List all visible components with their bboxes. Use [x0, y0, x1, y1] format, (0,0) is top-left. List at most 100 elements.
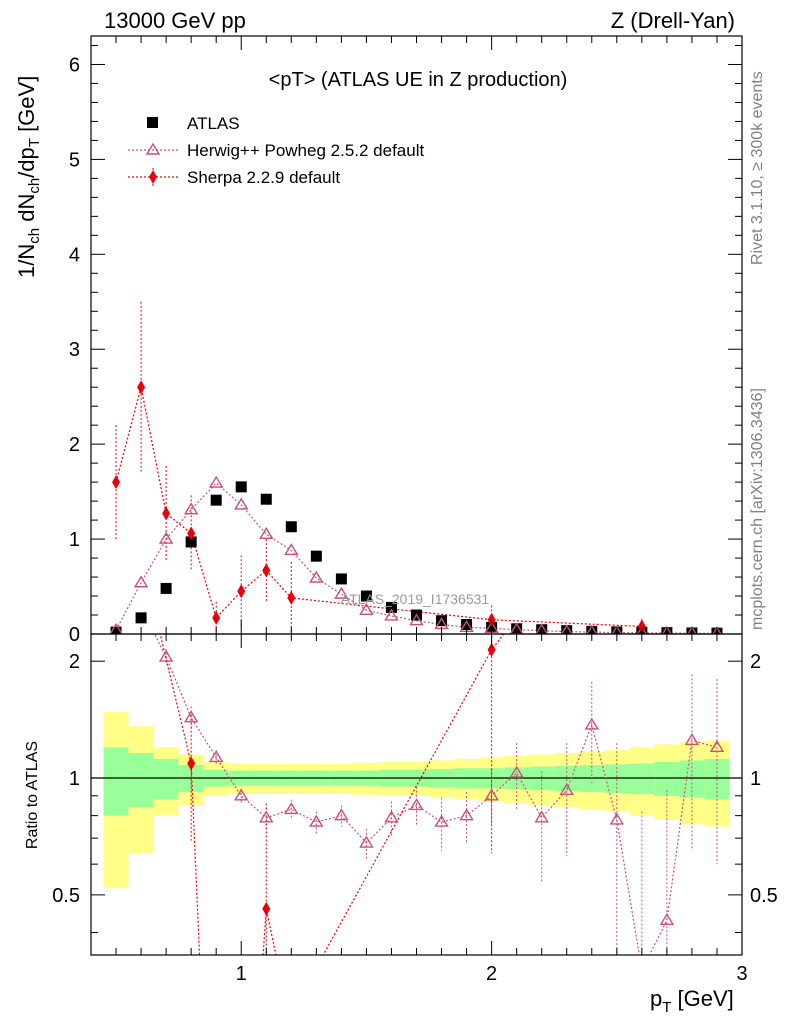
herwig-ratio-point: [434, 814, 449, 827]
band-inner: [103, 747, 129, 816]
herwig-ratio-point: [259, 810, 274, 823]
legend: ATLAS Herwig++ Powheg 2.5.2 default Sher…: [128, 114, 424, 187]
herwig-ratio-point: [684, 733, 700, 746]
sherpa-ratio-point: [187, 756, 196, 771]
herwig-point: [183, 502, 199, 515]
herwig-ratio-point: [709, 739, 725, 752]
herwig-point: [535, 623, 549, 634]
herwig-point: [259, 526, 274, 540]
herwig-ratio-point: [384, 810, 399, 823]
header-left: 13000 GeV pp: [104, 8, 246, 33]
herwig-point: [384, 608, 399, 621]
atlas-point: [210, 494, 222, 506]
y-axis-title: 1/Nch dNch/dpT [GeV]: [14, 76, 43, 278]
atlas-point: [385, 601, 397, 613]
herwig-point: [208, 475, 224, 488]
axes: 1 2 3 0 1 2 3 4 5 6 0.5 0.5 1 1 2 2: [52, 35, 778, 985]
atlas-point: [160, 582, 172, 594]
band-inner: [128, 753, 154, 808]
y-tick-label: 1: [69, 529, 80, 551]
herwig-ratio-point: [659, 912, 675, 925]
ratio-y-tick-label: 1: [69, 768, 80, 790]
herwig-ratio-point: [509, 765, 524, 778]
ratio-y-tick-label-right: 2: [750, 651, 761, 673]
ratio-y-tick-label: 2: [69, 651, 80, 673]
herwig-ratio-point: [158, 649, 174, 662]
sherpa-ratio-line: [159, 634, 505, 955]
sherpa-point: [162, 506, 171, 521]
herwig-point: [409, 613, 424, 626]
atlas-point: [436, 615, 448, 627]
atlas-point: [135, 612, 147, 624]
y-tick-label: 2: [69, 434, 80, 456]
atlas-point: [235, 481, 247, 493]
sherpa-line: [115, 387, 642, 628]
ratio-y-tick-label-right: 1: [750, 768, 761, 790]
herwig-ratio-point: [334, 808, 349, 821]
sherpa-point: [487, 612, 496, 627]
herwig-point: [233, 497, 249, 510]
herwig-ratio-point: [534, 810, 549, 823]
herwig-point: [109, 622, 123, 634]
herwig-point: [586, 624, 598, 634]
herwig-ratio-point: [309, 814, 324, 827]
herwig-point: [712, 626, 722, 634]
legend-marker-sherpa: [149, 170, 157, 184]
herwig-ratio-point: [584, 717, 600, 730]
atlas-point: [335, 573, 347, 585]
header-right: Z (Drell-Yan): [611, 8, 735, 33]
legend-marker-herwig: [145, 142, 161, 155]
herwig-point: [309, 570, 324, 583]
chart-title: <pT> (ATLAS UE in Z production): [269, 69, 568, 91]
rivet-label: Rivet 3.1.10, ≥ 300k events: [749, 71, 766, 265]
herwig-ratio-point: [233, 788, 249, 801]
sherpa-ratio-point: [262, 901, 271, 916]
legend-label-sherpa: Sherpa 2.2.9 default: [187, 168, 340, 187]
herwig-point: [611, 625, 623, 634]
herwig-ratio-point: [359, 835, 374, 848]
x-tick-label: 1: [236, 963, 247, 985]
x-tick-label: 2: [486, 963, 497, 985]
herwig-ratio-point: [609, 812, 625, 825]
y-tick-label: 6: [69, 54, 80, 76]
herwig-ratio-point: [559, 782, 574, 795]
herwig-ratio-point: [208, 750, 224, 763]
atlas-point: [185, 536, 197, 548]
sherpa-ratio-point: [487, 642, 496, 657]
herwig-ratio-point: [484, 788, 499, 801]
ratio-y-tick-label-right: 0.5: [750, 885, 778, 907]
herwig-ratio-line: [153, 634, 718, 955]
x-axis-title: pT [GeV]: [650, 986, 734, 1016]
sherpa-point: [212, 610, 221, 625]
sherpa-point: [187, 526, 196, 541]
ratio-y-axis-title: Ratio to ATLAS: [24, 741, 41, 849]
herwig-point: [158, 531, 174, 544]
herwig-ratio-point: [459, 808, 474, 821]
legend-label-atlas: ATLAS: [187, 114, 240, 133]
herwig-ratio-point: [409, 798, 424, 811]
atlas-point: [360, 590, 372, 602]
analysis-label: ATLAS_2019_I1736531: [341, 591, 490, 607]
y-tick-label: 5: [69, 149, 80, 171]
atlas-point: [260, 493, 272, 505]
sherpa-point: [237, 584, 246, 599]
sherpa-point: [287, 590, 296, 605]
y-tick-label: 4: [69, 244, 80, 266]
sherpa-point: [262, 563, 271, 578]
sherpa-point: [137, 380, 146, 395]
atlas-point: [285, 521, 297, 533]
atlas-point: [310, 550, 322, 562]
main-panel-marks: [109, 301, 723, 634]
atlas-point: [461, 619, 473, 631]
y-tick-label: 3: [69, 339, 80, 361]
herwig-point: [284, 543, 299, 556]
herwig-ratio-point: [636, 964, 648, 974]
herwig-ratio-point: [284, 802, 299, 815]
sherpa-point: [112, 475, 121, 490]
herwig-point: [334, 586, 349, 599]
herwig-point: [359, 602, 374, 615]
herwig-point: [661, 625, 672, 634]
legend-label-herwig: Herwig++ Powheg 2.5.2 default: [187, 141, 424, 160]
herwig-point: [687, 625, 697, 634]
